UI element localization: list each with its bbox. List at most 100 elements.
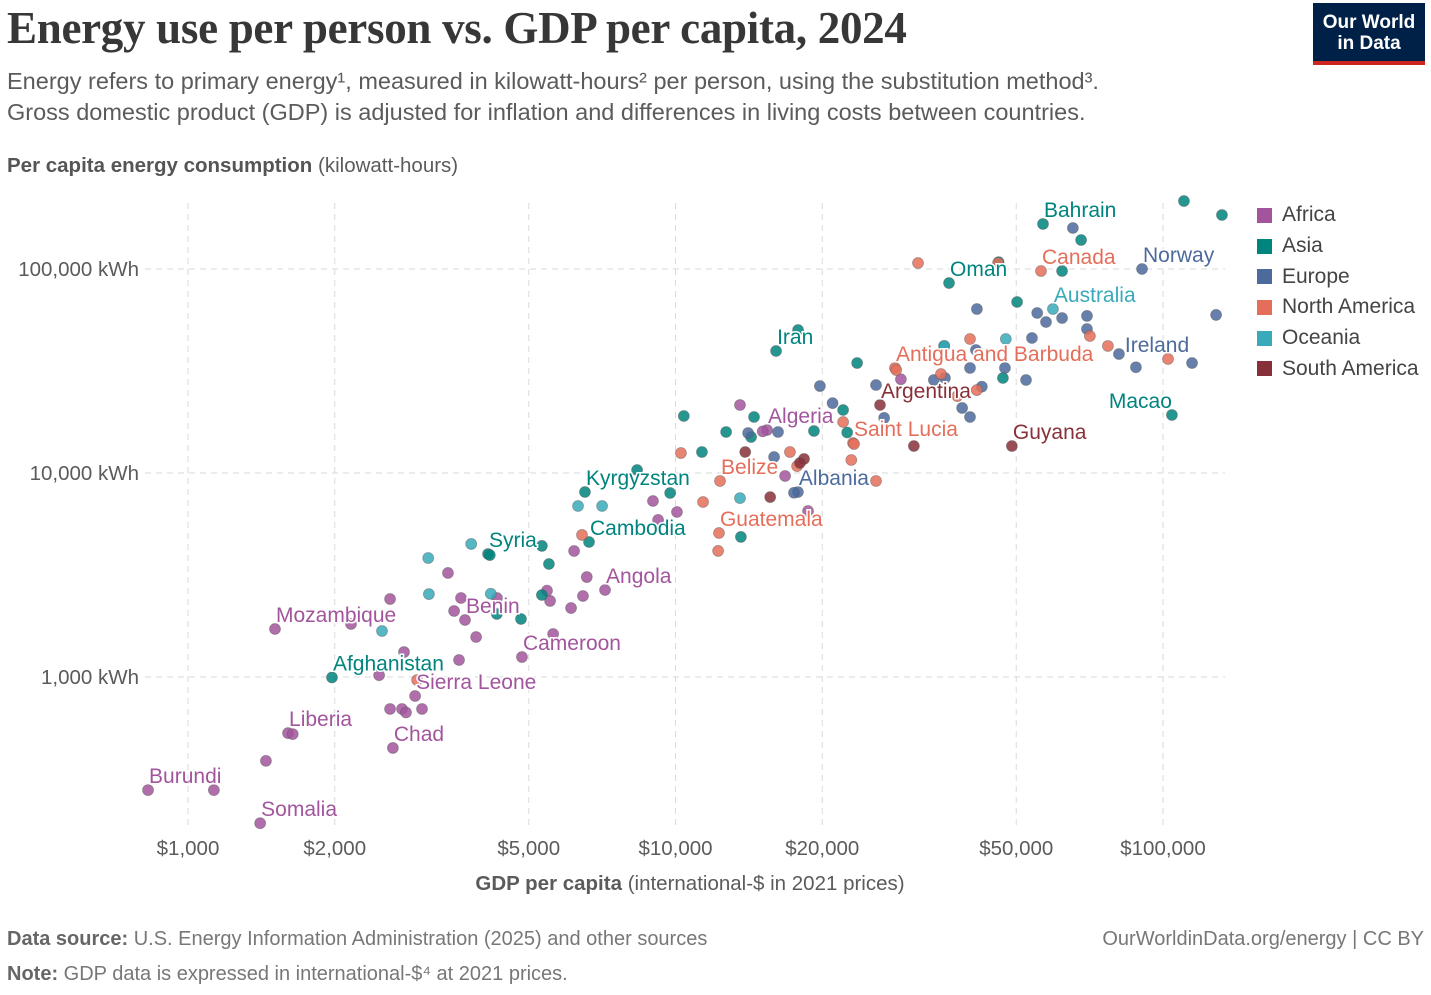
data-point[interactable] bbox=[1178, 195, 1190, 207]
data-point[interactable] bbox=[664, 487, 677, 499]
data-point[interactable] bbox=[1026, 332, 1038, 344]
data-point[interactable] bbox=[779, 470, 791, 482]
data-point[interactable] bbox=[1020, 374, 1032, 386]
legend-item[interactable]: Europe bbox=[1257, 261, 1419, 292]
data-point[interactable] bbox=[999, 333, 1012, 345]
data-point[interactable] bbox=[577, 590, 589, 602]
data-point[interactable] bbox=[878, 412, 891, 424]
data-point[interactable] bbox=[1083, 330, 1096, 342]
data-point[interactable] bbox=[1210, 309, 1222, 321]
data-point[interactable] bbox=[453, 654, 465, 666]
data-point[interactable] bbox=[951, 390, 964, 402]
data-point[interactable] bbox=[1113, 348, 1125, 360]
data-point[interactable] bbox=[422, 552, 435, 564]
data-point[interactable] bbox=[1047, 303, 1059, 315]
data-point[interactable] bbox=[735, 531, 747, 543]
data-point[interactable] bbox=[970, 344, 982, 356]
source-url[interactable]: OurWorldinData.org/energy bbox=[1102, 928, 1347, 950]
data-point[interactable] bbox=[1075, 234, 1087, 246]
data-point[interactable] bbox=[938, 340, 951, 352]
data-point[interactable] bbox=[576, 529, 588, 541]
data-point[interactable] bbox=[970, 384, 983, 396]
legend-item[interactable]: Asia bbox=[1257, 231, 1419, 262]
data-point[interactable] bbox=[1037, 218, 1049, 230]
data-point[interactable] bbox=[483, 549, 496, 561]
data-point[interactable] bbox=[845, 454, 858, 466]
data-point[interactable] bbox=[1186, 357, 1198, 369]
data-point[interactable] bbox=[326, 671, 338, 684]
data-point[interactable] bbox=[400, 706, 412, 719]
data-point[interactable] bbox=[808, 425, 820, 437]
data-point[interactable] bbox=[748, 411, 760, 423]
data-point[interactable] bbox=[416, 703, 428, 715]
data-point[interactable] bbox=[696, 446, 708, 458]
data-point[interactable] bbox=[1102, 340, 1114, 352]
data-point[interactable] bbox=[935, 368, 947, 380]
data-point[interactable] bbox=[386, 742, 399, 754]
data-point[interactable] bbox=[459, 614, 471, 626]
data-point[interactable] bbox=[697, 496, 709, 508]
data-point[interactable] bbox=[837, 404, 850, 416]
data-point[interactable] bbox=[826, 397, 839, 410]
data-point[interactable] bbox=[470, 631, 482, 643]
data-point[interactable] bbox=[490, 608, 503, 620]
data-point[interactable] bbox=[768, 451, 780, 463]
data-point[interactable] bbox=[870, 379, 882, 391]
data-point[interactable] bbox=[837, 416, 850, 428]
data-point[interactable] bbox=[943, 277, 955, 289]
data-point[interactable] bbox=[484, 587, 497, 600]
data-point[interactable] bbox=[841, 426, 854, 439]
data-point[interactable] bbox=[714, 475, 726, 487]
data-point[interactable] bbox=[992, 257, 1004, 269]
data-point[interactable] bbox=[794, 457, 806, 469]
data-point[interactable] bbox=[373, 669, 385, 682]
data-point[interactable] bbox=[409, 690, 421, 702]
data-point[interactable] bbox=[851, 357, 864, 369]
data-point[interactable] bbox=[411, 674, 424, 686]
data-point[interactable] bbox=[874, 399, 886, 411]
data-point[interactable] bbox=[596, 500, 608, 512]
data-point[interactable] bbox=[455, 592, 467, 604]
data-point[interactable] bbox=[764, 491, 777, 503]
legend-item[interactable]: Africa bbox=[1257, 200, 1419, 231]
data-point[interactable] bbox=[631, 464, 643, 476]
data-point[interactable] bbox=[734, 492, 746, 505]
data-point[interactable] bbox=[802, 505, 814, 517]
data-point[interactable] bbox=[384, 703, 396, 715]
data-point[interactable] bbox=[384, 593, 396, 605]
data-point[interactable] bbox=[260, 754, 272, 767]
data-point[interactable] bbox=[870, 475, 882, 487]
data-point[interactable] bbox=[677, 410, 690, 422]
data-point[interactable] bbox=[997, 372, 1009, 384]
data-point[interactable] bbox=[742, 427, 754, 439]
data-point[interactable] bbox=[1040, 316, 1052, 328]
data-point[interactable] bbox=[286, 728, 299, 740]
data-point[interactable] bbox=[565, 602, 577, 614]
data-point[interactable] bbox=[792, 324, 804, 336]
data-point[interactable] bbox=[583, 536, 595, 548]
data-point[interactable] bbox=[544, 595, 556, 607]
data-point[interactable] bbox=[675, 447, 687, 459]
data-point[interactable] bbox=[516, 651, 528, 663]
data-point[interactable] bbox=[734, 399, 746, 411]
data-point[interactable] bbox=[784, 446, 796, 458]
data-point[interactable] bbox=[890, 364, 903, 376]
data-point[interactable] bbox=[1081, 310, 1093, 322]
data-point[interactable] bbox=[568, 545, 580, 557]
data-point[interactable] bbox=[572, 500, 584, 512]
legend-item[interactable]: South America bbox=[1257, 353, 1419, 384]
data-point[interactable] bbox=[1035, 265, 1047, 277]
data-point[interactable] bbox=[999, 362, 1011, 374]
data-point[interactable] bbox=[1130, 361, 1142, 374]
legend-item[interactable]: North America bbox=[1257, 292, 1419, 323]
data-point[interactable] bbox=[895, 373, 907, 386]
data-point[interactable] bbox=[1005, 440, 1018, 452]
data-point[interactable] bbox=[543, 558, 555, 570]
legend-item[interactable]: Oceania bbox=[1257, 323, 1419, 354]
data-point[interactable] bbox=[345, 618, 357, 630]
data-point[interactable] bbox=[1216, 209, 1228, 221]
data-point[interactable] bbox=[580, 571, 593, 583]
data-point[interactable] bbox=[647, 495, 659, 507]
data-point[interactable] bbox=[535, 540, 548, 552]
data-point[interactable] bbox=[756, 425, 769, 438]
